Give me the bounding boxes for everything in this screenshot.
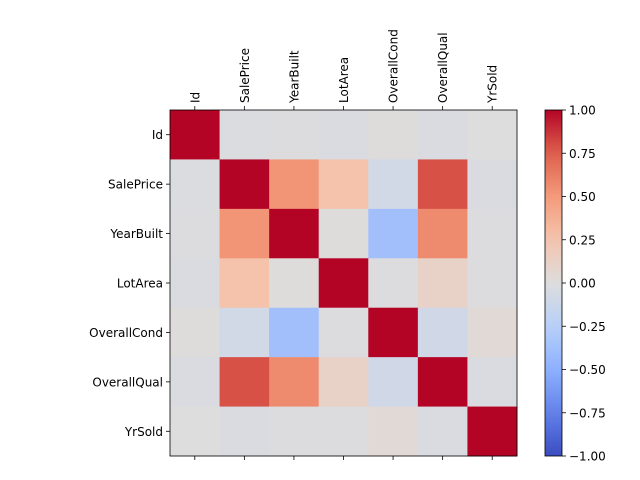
y-axis-ticks: Id SalePrice YearBuilt LotArea OverallCond Ov… bbox=[89, 128, 170, 439]
x-tick-label: YearBuilt bbox=[287, 50, 301, 104]
y-tick-label: OverallCond bbox=[89, 326, 163, 340]
x-tick-label: LotArea bbox=[337, 57, 351, 103]
heatmap-cell bbox=[467, 110, 518, 160]
heatmap-cell bbox=[318, 258, 369, 309]
heatmap-cell bbox=[467, 406, 518, 457]
y-tick-label: Id bbox=[152, 128, 163, 142]
colorbar-tick-label: −0.25 bbox=[569, 320, 606, 334]
heatmap-cell bbox=[417, 208, 468, 259]
y-tick-label: YrSold bbox=[124, 425, 163, 439]
x-tick-label: OverallQual bbox=[436, 32, 450, 103]
heatmap-cell bbox=[170, 159, 221, 210]
heatmap-cell bbox=[269, 208, 320, 259]
x-axis-ticks: Id SalePrice YearBuilt LotArea OverallCond Ov… bbox=[188, 29, 500, 110]
heatmap-cell bbox=[219, 258, 270, 309]
heatmap-cell bbox=[417, 357, 468, 408]
colorbar-tick-label: 1.00 bbox=[569, 104, 596, 118]
colorbar-tick-label: 0.50 bbox=[569, 190, 596, 204]
heatmap-cell bbox=[170, 406, 221, 457]
x-tick-label: OverallCond bbox=[387, 29, 401, 103]
heatmap-cell bbox=[318, 406, 369, 457]
heatmap-cell bbox=[417, 307, 468, 358]
colorbar-tick-label: 0.00 bbox=[569, 277, 596, 291]
heatmap-cell bbox=[318, 110, 369, 160]
colorbar-tick-label: −0.75 bbox=[569, 406, 606, 420]
x-tick-label: YrSold bbox=[486, 65, 500, 104]
heatmap-cell bbox=[467, 307, 518, 358]
colorbar-ticks: −1.00 −0.75 −0.50 −0.25 0.00 0.25 0.50 0.75 1.00 bbox=[562, 104, 606, 464]
heatmap-cell bbox=[368, 159, 419, 210]
y-tick-label: SalePrice bbox=[108, 178, 163, 192]
heatmap-cell bbox=[318, 159, 369, 210]
heatmap-cell bbox=[467, 159, 518, 210]
heatmap-cell bbox=[269, 159, 320, 210]
heatmap-cell bbox=[269, 406, 320, 457]
heatmap-cell bbox=[368, 258, 419, 309]
heatmap-cell bbox=[219, 357, 270, 408]
heatmap-cell bbox=[368, 307, 419, 358]
heatmap-cell bbox=[170, 258, 221, 309]
heatmap-cell bbox=[368, 406, 419, 457]
colorbar-tick-label: −0.50 bbox=[569, 363, 606, 377]
heatmap-cell bbox=[269, 258, 320, 309]
x-tick-label: SalePrice bbox=[238, 48, 252, 103]
heatmap-cells bbox=[170, 110, 518, 457]
heatmap-cell bbox=[269, 110, 320, 160]
heatmap-cell bbox=[417, 159, 468, 210]
heatmap-cell bbox=[170, 357, 221, 408]
heatmap-cell bbox=[467, 258, 518, 309]
heatmap-cell bbox=[417, 258, 468, 309]
heatmap-cell bbox=[219, 208, 270, 259]
colorbar bbox=[544, 109, 563, 457]
heatmap-cell bbox=[467, 357, 518, 408]
y-tick-label: YearBuilt bbox=[109, 227, 163, 241]
heatmap-cell bbox=[467, 208, 518, 259]
heatmap-cell bbox=[318, 208, 369, 259]
heatmap-cell bbox=[219, 110, 270, 160]
heatmap-cell bbox=[368, 357, 419, 408]
bottom-axis-ticks bbox=[194, 456, 493, 460]
heatmap-cell bbox=[269, 357, 320, 408]
y-tick-label: LotArea bbox=[117, 277, 163, 291]
x-tick-label: Id bbox=[188, 92, 202, 103]
heatmap-cell bbox=[170, 307, 221, 358]
heatmap-cell bbox=[318, 357, 369, 408]
colorbar-tick-label: 0.25 bbox=[569, 233, 596, 247]
heatmap-cell bbox=[368, 110, 419, 160]
y-tick-label: OverallQual bbox=[92, 375, 163, 389]
heatmap-cell bbox=[368, 208, 419, 259]
heatmap-cell bbox=[417, 110, 468, 160]
heatmap-cell bbox=[318, 307, 369, 358]
heatmap-cell bbox=[170, 208, 221, 259]
heatmap-cell bbox=[219, 307, 270, 358]
heatmap-cell bbox=[170, 110, 221, 160]
heatmap-cell bbox=[219, 406, 270, 457]
heatmap-cell bbox=[269, 307, 320, 358]
heatmap-cell bbox=[417, 406, 468, 457]
heatmap-cell bbox=[219, 159, 270, 210]
colorbar-tick-label: −1.00 bbox=[569, 450, 606, 464]
colorbar-tick-label: 0.75 bbox=[569, 147, 596, 161]
